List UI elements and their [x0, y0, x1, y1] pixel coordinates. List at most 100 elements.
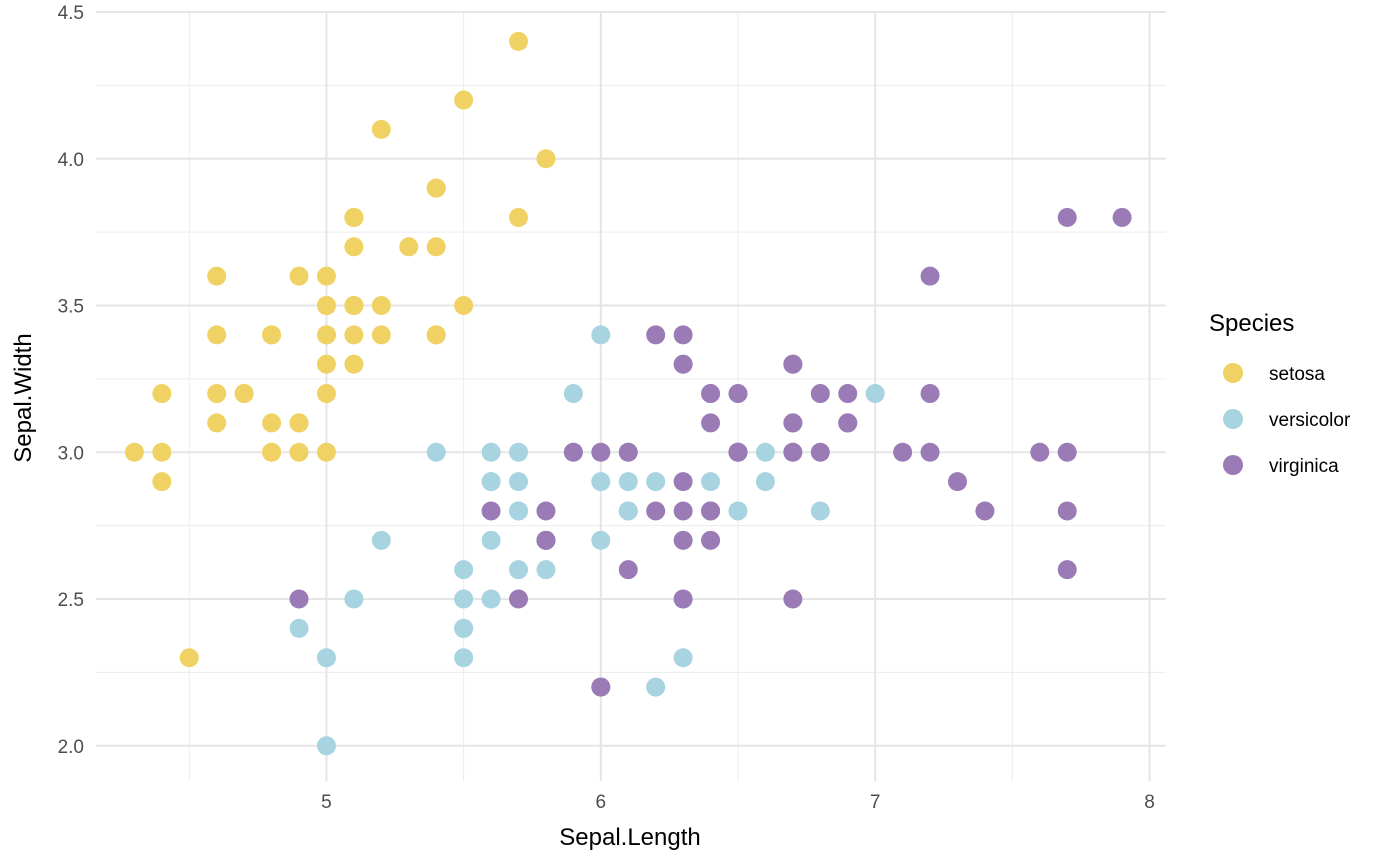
data-point-virginica	[947, 472, 967, 492]
data-point-virginica	[673, 501, 693, 521]
data-point-setosa	[371, 119, 391, 139]
y-axis-title: Sepal.Width	[10, 333, 37, 462]
data-point-versicolor	[316, 736, 336, 756]
data-point-virginica	[838, 413, 858, 433]
y-tick-label: 3.0	[58, 443, 84, 464]
data-point-setosa	[289, 413, 309, 433]
y-tick-label: 4.5	[58, 3, 84, 24]
data-point-virginica	[783, 413, 803, 433]
data-point-versicolor	[344, 589, 364, 609]
data-point-virginica	[646, 325, 666, 345]
legend-label: virginica	[1269, 456, 1339, 477]
data-point-setosa	[234, 384, 254, 404]
major-gridlines	[96, 11, 1166, 781]
data-point-virginica	[1057, 560, 1077, 580]
data-point-virginica	[783, 442, 803, 462]
data-point-versicolor	[701, 472, 721, 492]
data-point-versicolor	[618, 472, 638, 492]
data-point-virginica	[591, 442, 611, 462]
data-point-setosa	[454, 90, 474, 110]
data-point-setosa	[344, 354, 364, 374]
data-point-setosa	[124, 442, 144, 462]
data-point-versicolor	[316, 648, 336, 668]
y-axis-tick-labels: 2.0 2.5 3.0 3.5 4.0 4.5	[58, 3, 84, 758]
data-point-setosa	[207, 413, 227, 433]
data-point-versicolor	[810, 501, 830, 521]
data-point-setosa	[509, 207, 529, 227]
data-point-setosa	[262, 442, 282, 462]
y-tick-label: 2.5	[58, 590, 84, 611]
data-point-virginica	[646, 501, 666, 521]
data-point-virginica	[536, 501, 556, 521]
x-axis-tick-labels: 5 6 7 8	[321, 792, 1155, 813]
data-point-virginica	[481, 501, 501, 521]
data-point-setosa	[536, 149, 556, 169]
data-point-versicolor	[591, 530, 611, 550]
data-point-setosa	[316, 266, 336, 286]
data-point-setosa	[426, 178, 446, 198]
data-point-virginica	[509, 589, 529, 609]
data-point-virginica	[1057, 501, 1077, 521]
data-point-versicolor	[371, 530, 391, 550]
data-point-setosa	[207, 325, 227, 345]
legend-label: versicolor	[1269, 410, 1351, 431]
data-point-versicolor	[755, 442, 775, 462]
data-point-virginica	[975, 501, 995, 521]
data-point-setosa	[207, 266, 227, 286]
y-tick-label: 2.0	[58, 737, 84, 758]
data-point-setosa	[344, 207, 364, 227]
data-point-setosa	[152, 472, 172, 492]
data-point-versicolor	[509, 501, 529, 521]
data-point-setosa	[316, 442, 336, 462]
data-point-virginica	[1057, 442, 1077, 462]
data-point-versicolor	[454, 560, 474, 580]
data-point-setosa	[316, 325, 336, 345]
data-point-virginica	[920, 384, 940, 404]
data-point-versicolor	[481, 589, 501, 609]
data-point-virginica	[563, 442, 583, 462]
data-point-setosa	[262, 325, 282, 345]
data-point-setosa	[316, 354, 336, 374]
data-point-virginica	[893, 442, 913, 462]
data-point-versicolor	[509, 442, 529, 462]
data-point-virginica	[673, 354, 693, 374]
data-point-virginica	[673, 589, 693, 609]
data-point-setosa	[316, 384, 336, 404]
x-tick-label: 5	[321, 792, 332, 813]
data-point-virginica	[838, 384, 858, 404]
data-point-virginica	[810, 384, 830, 404]
data-point-versicolor	[481, 472, 501, 492]
data-point-virginica	[289, 589, 309, 609]
legend-items: setosa versicolor virginica	[1223, 363, 1351, 477]
data-point-setosa	[289, 442, 309, 462]
data-point-versicolor	[454, 618, 474, 638]
y-tick-label: 4.0	[58, 150, 84, 171]
x-tick-label: 6	[596, 792, 607, 813]
data-point-virginica	[783, 354, 803, 374]
data-point-setosa	[207, 384, 227, 404]
data-point-versicolor	[673, 648, 693, 668]
data-point-setosa	[152, 442, 172, 462]
data-point-virginica	[728, 384, 748, 404]
data-point-virginica	[728, 442, 748, 462]
x-axis-title: Sepal.Length	[559, 824, 700, 851]
data-point-virginica	[701, 530, 721, 550]
data-point-versicolor	[728, 501, 748, 521]
data-point-virginica	[618, 560, 638, 580]
data-point-virginica	[591, 677, 611, 697]
data-points	[124, 31, 1132, 756]
data-point-versicolor	[509, 560, 529, 580]
y-tick-label: 3.5	[58, 297, 84, 318]
legend-item-virginica: virginica	[1223, 455, 1339, 477]
data-point-setosa	[426, 237, 446, 257]
data-point-setosa	[426, 325, 446, 345]
data-point-virginica	[1030, 442, 1050, 462]
data-point-versicolor	[426, 442, 446, 462]
data-point-setosa	[454, 296, 474, 316]
data-point-setosa	[399, 237, 419, 257]
legend-swatch	[1223, 455, 1243, 475]
data-point-setosa	[371, 296, 391, 316]
minor-gridlines	[96, 12, 1166, 781]
data-point-virginica	[920, 442, 940, 462]
data-point-setosa	[344, 296, 364, 316]
